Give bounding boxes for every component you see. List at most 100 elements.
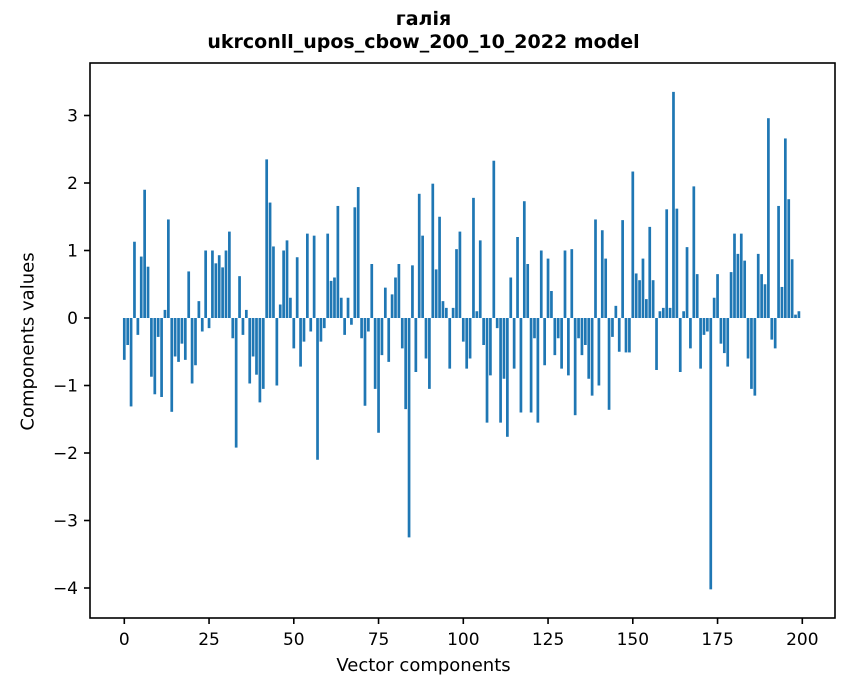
bar <box>285 240 289 319</box>
bar <box>485 318 489 423</box>
bar <box>570 249 574 318</box>
bar <box>573 318 577 416</box>
bar <box>726 318 730 367</box>
bar <box>533 318 536 339</box>
bar <box>261 318 265 389</box>
bar <box>370 264 374 318</box>
bar <box>431 183 435 318</box>
bar <box>197 301 201 319</box>
bar <box>685 247 689 319</box>
bar <box>350 318 353 325</box>
bar <box>502 318 506 379</box>
bar <box>722 318 726 354</box>
bar <box>421 235 424 318</box>
bar <box>367 318 370 332</box>
y-tick-label: 3 <box>67 107 78 127</box>
bar <box>316 318 319 460</box>
bar <box>322 318 326 329</box>
bar <box>292 318 296 349</box>
bar <box>394 277 397 318</box>
chart-title-word: галія <box>395 8 452 30</box>
bar <box>451 307 455 319</box>
bar <box>339 297 343 318</box>
bar <box>275 318 279 386</box>
bar <box>495 318 499 329</box>
bar <box>702 318 706 335</box>
bar <box>438 216 441 318</box>
bar <box>265 159 269 319</box>
bar <box>417 193 421 318</box>
bar <box>668 307 672 319</box>
x-tick-label: 200 <box>786 630 818 650</box>
bar <box>455 249 458 318</box>
bar <box>746 318 750 359</box>
bar <box>655 318 658 370</box>
bar <box>139 256 143 318</box>
bar <box>180 318 184 344</box>
y-tick-label: −4 <box>53 579 78 599</box>
bar <box>299 318 302 367</box>
bar <box>190 318 194 384</box>
bar <box>343 318 346 335</box>
x-axis-label: Vector components <box>336 655 511 676</box>
bar <box>156 318 160 337</box>
bar <box>400 318 404 349</box>
bar <box>482 318 485 345</box>
bar <box>129 318 133 407</box>
bar <box>373 318 377 389</box>
bar <box>529 318 533 413</box>
bar <box>444 307 448 319</box>
bar <box>760 274 763 319</box>
bar <box>353 207 357 318</box>
bar <box>475 311 479 318</box>
bar <box>709 318 713 590</box>
bar <box>160 318 163 397</box>
bar <box>465 318 469 369</box>
bar <box>661 307 665 319</box>
bar <box>411 265 414 318</box>
bar <box>458 231 462 318</box>
bar <box>658 311 662 318</box>
bar <box>163 309 167 318</box>
bar <box>404 318 408 410</box>
bar <box>512 318 516 369</box>
bar <box>150 318 153 377</box>
bar <box>214 263 218 318</box>
bar <box>797 311 801 318</box>
bar <box>211 250 214 318</box>
bar <box>167 219 170 318</box>
bar <box>706 318 709 332</box>
bar <box>478 240 482 319</box>
bar <box>360 318 363 339</box>
bar <box>272 246 275 318</box>
bar <box>326 233 330 319</box>
bar <box>228 231 231 318</box>
y-tick-label: 2 <box>67 174 78 194</box>
bar <box>153 318 157 395</box>
bar <box>651 280 655 318</box>
bar <box>597 318 601 386</box>
bar <box>241 318 245 335</box>
bar <box>543 318 547 366</box>
x-tick-label: 150 <box>617 630 649 650</box>
bar <box>753 318 757 396</box>
bar <box>590 318 594 396</box>
bar <box>641 258 645 318</box>
y-tick-label: 1 <box>67 242 78 262</box>
bar <box>556 318 560 339</box>
bar <box>377 318 380 433</box>
bar <box>567 318 570 376</box>
bar <box>522 201 526 318</box>
bar <box>383 287 387 319</box>
bar <box>204 250 208 318</box>
y-tick-label: −3 <box>53 512 78 532</box>
bar <box>251 318 255 357</box>
bar <box>133 241 136 318</box>
x-tick-label: 100 <box>447 630 479 650</box>
bar <box>231 318 235 339</box>
bar <box>424 318 428 359</box>
bar <box>143 189 146 318</box>
bar <box>553 318 557 356</box>
bar <box>295 257 299 318</box>
bar <box>414 318 418 372</box>
